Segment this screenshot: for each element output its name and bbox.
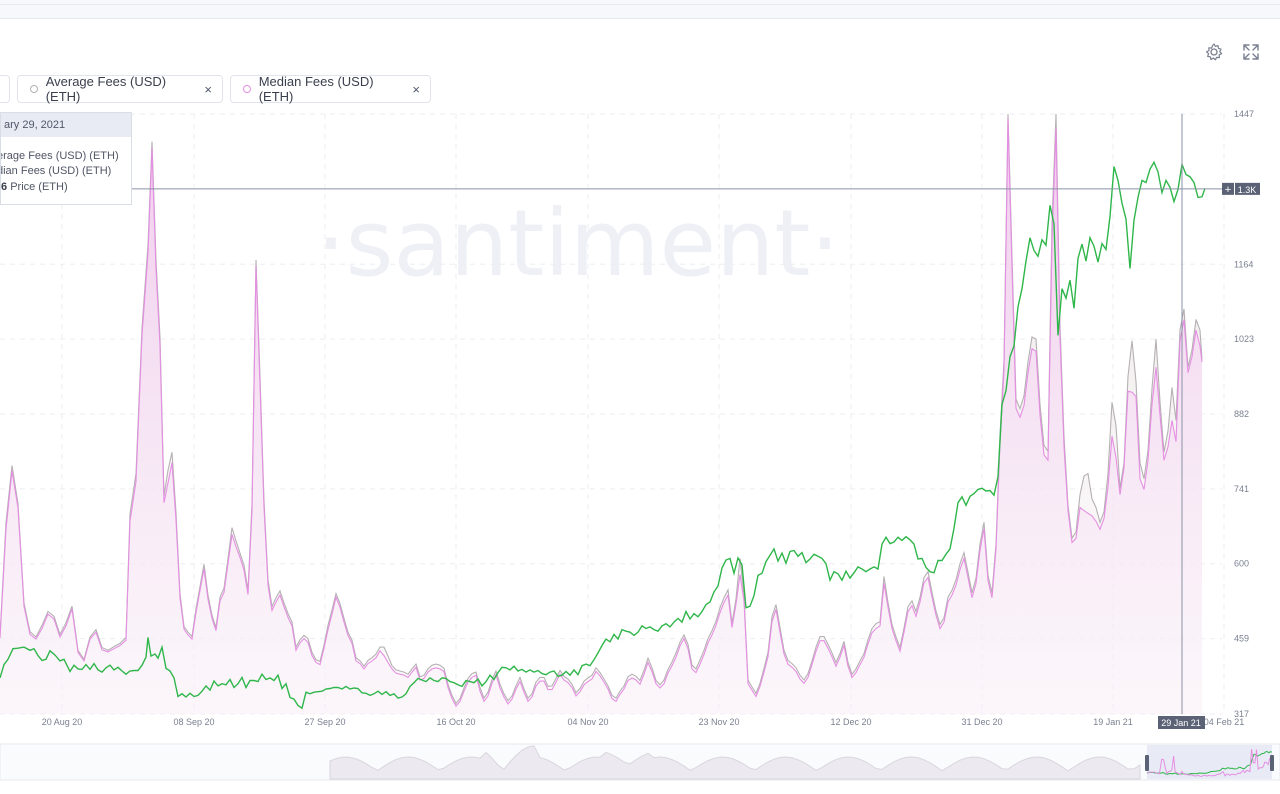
x-tick-label: 04 Feb 21	[1204, 717, 1245, 727]
median-fees-line	[0, 118, 1203, 707]
x-tick-label: 23 Nov 20	[698, 717, 739, 727]
close-icon[interactable]: ×	[412, 81, 420, 97]
navigator-series-area	[329, 745, 1141, 780]
legend-label: Median Fees (USD) (ETH)	[258, 74, 374, 104]
y-tick-label: 317	[1234, 709, 1249, 719]
legend-dot-icon	[30, 85, 38, 93]
close-icon[interactable]: ×	[204, 81, 212, 97]
x-tick-label: 12 Dec 20	[830, 717, 871, 727]
navigator-handle-right[interactable]	[1270, 755, 1274, 771]
tooltip-row: erage Fees (USD) (ETH)	[0, 150, 119, 162]
y-tick-label: 1164	[1234, 259, 1253, 269]
navigator-price-line	[1146, 750, 1273, 775]
x-tick-label: 08 Sep 20	[173, 717, 214, 727]
legend-chip-average-fees[interactable]: Average Fees (USD) (ETH) ×	[17, 74, 223, 104]
tooltip-row: 6 Price (ETH)	[1, 181, 68, 193]
tooltip-date: ary 29, 2021	[1, 113, 131, 137]
crosshair-add-icon	[1222, 182, 1234, 195]
legend-label: Average Fees (USD) (ETH)	[45, 74, 167, 104]
y-tick-label: 459	[1234, 634, 1249, 644]
chart-tooltip: ary 29, 2021 erage Fees (USD) (ETH) dian…	[0, 112, 132, 205]
y-tick-label: 1023	[1234, 334, 1254, 344]
legend-dot-icon	[243, 85, 251, 93]
navigator-handle-left[interactable]	[1145, 755, 1149, 771]
x-tick-label: 27 Sep 20	[304, 717, 345, 727]
tooltip-row: dian Fees (USD) (ETH)	[0, 165, 112, 177]
santiment-watermark: ·santiment·	[316, 190, 839, 297]
legend-chip-median-fees[interactable]: Median Fees (USD) (ETH) ×	[230, 74, 431, 104]
gear-icon[interactable]	[1204, 42, 1224, 62]
y-tick-label: 600	[1234, 559, 1249, 569]
crosshair-value-label: 1.3K	[1238, 185, 1257, 195]
crosshair-value-badge	[1235, 182, 1260, 195]
median-fees-area	[0, 118, 1202, 715]
plus-icon: +	[1225, 184, 1231, 196]
navigator-fees-line	[1146, 749, 1272, 777]
expand-icon[interactable]	[1241, 42, 1261, 62]
y-tick-label: 882	[1234, 409, 1249, 419]
top-strip	[0, 4, 1280, 5]
x-tick-label: 04 Nov 20	[567, 717, 608, 727]
y-tick-label: 1447	[1234, 109, 1254, 119]
crosshair-date-label: 29 Jan 21	[1161, 718, 1201, 728]
x-tick-label: 31 Dec 20	[961, 717, 1002, 727]
x-tick-label: 16 Oct 20	[436, 717, 475, 727]
y-tick-label: 741	[1234, 484, 1249, 494]
price-line	[0, 160, 1206, 710]
legend-chip-hidden[interactable]	[0, 75, 10, 103]
x-tick-label: 20 Aug 20	[42, 717, 83, 727]
crosshair-date-badge	[1158, 716, 1205, 729]
x-tick-label: 19 Jan 21	[1093, 717, 1133, 727]
